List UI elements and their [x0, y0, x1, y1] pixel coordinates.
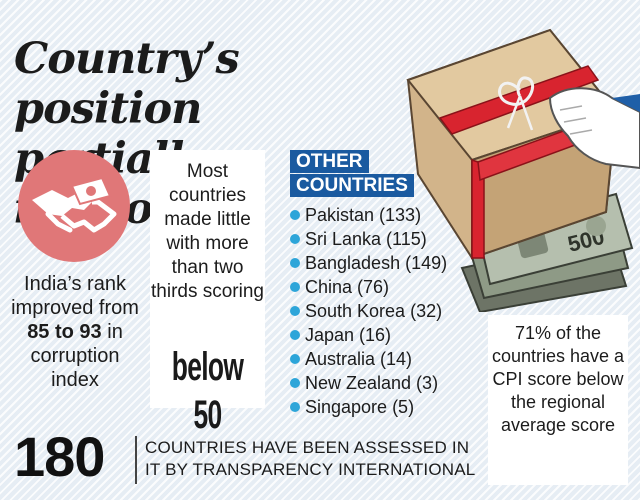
list-item: China (76) [290, 275, 490, 299]
handshake-money-icon [18, 150, 130, 262]
country-label: Sri Lanka (115) [305, 229, 427, 249]
assessed-line-2: IT BY TRANSPARENCY INTERNATIONAL [145, 460, 476, 479]
bullet-icon [290, 306, 300, 316]
list-item: Pakistan (133) [290, 203, 490, 227]
bullet-icon [290, 258, 300, 268]
india-rank-note: India’s rank improved from 85 to 93 in c… [10, 272, 140, 392]
list-item: New Zealand (3) [290, 371, 490, 395]
score-note-panel [150, 150, 265, 408]
rank-suffix: in corruption index [30, 321, 123, 391]
country-label: China (76) [305, 277, 390, 297]
list-item: Sri Lanka (115) [290, 227, 490, 251]
bullet-icon [290, 282, 300, 292]
rank-prefix: India’s rank improved from [11, 273, 139, 319]
list-item: Singapore (5) [290, 395, 490, 419]
countries-count: 180 [14, 425, 105, 488]
list-item: Australia (14) [290, 347, 490, 371]
bullet-icon [290, 378, 300, 388]
list-item: Bangladesh (149) [290, 251, 490, 275]
bullet-icon [290, 210, 300, 220]
country-label: New Zealand (3) [305, 373, 439, 393]
footer-divider [135, 436, 137, 484]
bullet-icon [290, 234, 300, 244]
country-label: Australia (14) [305, 349, 413, 369]
cpi-note-panel [488, 315, 628, 485]
bullet-icon [290, 354, 300, 364]
country-label: Pakistan (133) [305, 205, 422, 225]
country-label: South Korea (32) [305, 301, 443, 321]
handshake-icon [32, 176, 117, 233]
rank-to: to 93 [49, 321, 102, 343]
headline-line-1: Country’s position [14, 34, 240, 134]
other-countries-heading: OTHER COUNTRIES [290, 150, 430, 198]
assessed-line-1: COUNTRIES HAVE BEEN ASSESSED IN [145, 438, 470, 457]
list-item: Japan (16) [290, 323, 490, 347]
list-item: South Korea (32) [290, 299, 490, 323]
score-note-text: Most countries made little with more tha… [151, 161, 264, 302]
other-heading-line-2: COUNTRIES [290, 174, 414, 197]
score-highlight: below 50 [171, 345, 244, 437]
country-list: Pakistan (133) Sri Lanka (115) Banglades… [290, 203, 490, 419]
assessed-note: COUNTRIES HAVE BEEN ASSESSED IN IT BY TR… [145, 437, 485, 481]
country-label: Bangladesh (149) [305, 253, 448, 273]
bullet-icon [290, 330, 300, 340]
rank-from: 85 [27, 321, 50, 343]
other-heading-line-1: OTHER [290, 150, 369, 173]
country-label: Japan (16) [305, 325, 392, 345]
parcel-with-banknotes-illustration: 500 [406, 28, 640, 312]
cpi-note-text: 71% of the countries have a CPI score be… [491, 323, 625, 435]
gloved-hand [548, 87, 640, 170]
bullet-icon [290, 402, 300, 412]
country-label: Singapore (5) [305, 397, 415, 417]
